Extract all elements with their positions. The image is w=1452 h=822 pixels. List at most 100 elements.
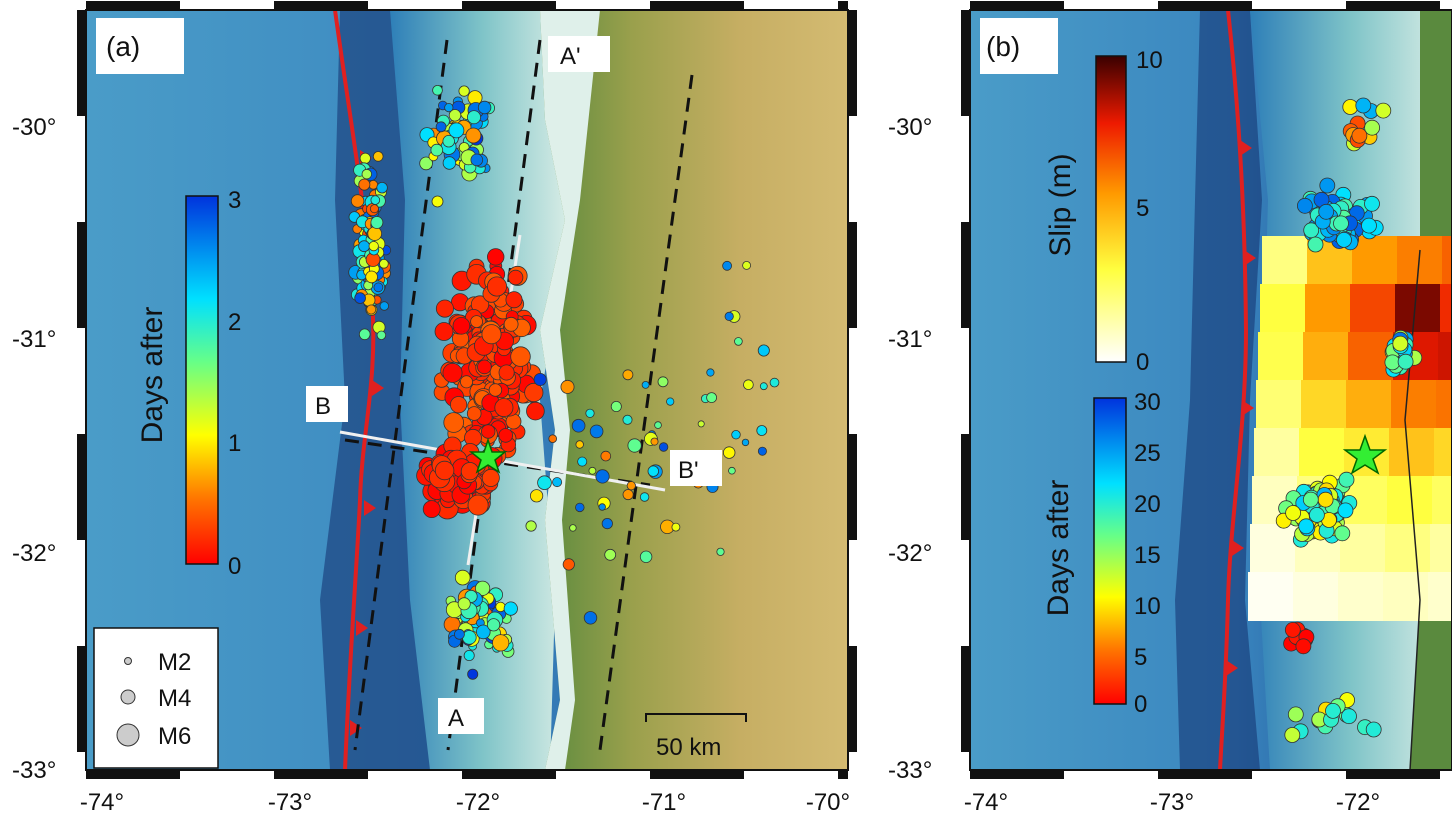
aftershock-marker — [466, 406, 482, 421]
aftershock-marker — [432, 85, 443, 96]
aftershock-marker — [448, 109, 462, 122]
aftershock-marker — [734, 337, 743, 346]
aftershock-marker — [585, 408, 595, 418]
y-tick-a: -33° — [12, 757, 56, 784]
slip-patch — [1350, 284, 1396, 333]
aftershock-marker — [481, 468, 500, 487]
aftershock-marker — [1284, 622, 1301, 638]
aftershock-marker — [1364, 195, 1380, 212]
aftershock-marker — [1364, 119, 1380, 136]
aftershock-marker — [1375, 102, 1392, 119]
slip-patch — [1438, 332, 1452, 381]
aftershock-marker — [494, 398, 514, 418]
aftershock-marker — [671, 522, 681, 532]
aftershock-marker — [467, 494, 489, 516]
aftershock-marker — [486, 276, 507, 297]
aftershock-marker — [503, 601, 518, 616]
aftershock-marker — [697, 420, 705, 428]
label-b-prime-box — [670, 450, 722, 486]
aftershock-marker — [610, 400, 622, 412]
coastline-b — [1404, 249, 1421, 770]
slip-patch — [1395, 284, 1441, 333]
panel-a-map — [86, 10, 848, 770]
y-tick-b: -30° — [888, 114, 932, 141]
land-area — [540, 10, 848, 770]
aftershock-marker — [1287, 706, 1304, 723]
x-tick-b: -74° — [964, 789, 1008, 816]
aftershock-marker — [525, 520, 537, 532]
aftershock-marker — [722, 260, 732, 271]
aftershock-marker — [488, 383, 503, 397]
scalebar-label: 50 km — [656, 734, 721, 761]
x-tick-a: -74° — [80, 789, 124, 816]
aftershock-marker — [442, 134, 455, 148]
aftershock-marker — [1318, 203, 1335, 220]
aftershock-marker — [1338, 471, 1355, 488]
slip-colorbar-title: Slip (m) — [1044, 153, 1077, 256]
aftershock-marker — [537, 475, 552, 491]
slip-patch — [1250, 524, 1296, 573]
profile-label-b: B — [315, 393, 331, 420]
days-colorbar-b-tick: 5 — [1134, 644, 1147, 671]
epicenter-star-icon — [468, 437, 508, 474]
aftershock-marker — [569, 524, 577, 532]
legend-m4-symbol — [120, 689, 136, 705]
y-tick-a: -32° — [12, 540, 56, 567]
aftershock-marker — [706, 368, 715, 377]
aftershock-marker — [370, 195, 381, 205]
aftershock-marker — [601, 517, 613, 530]
aftershock-marker — [422, 500, 441, 519]
aftershock-marker — [529, 489, 544, 503]
slip-patch — [1260, 284, 1306, 333]
aftershock-marker — [492, 634, 510, 652]
aftershock-marker — [1284, 727, 1301, 743]
panel-b-label-box — [980, 18, 1058, 74]
aftershock-marker — [1365, 721, 1382, 738]
x-tick-b: -72° — [1336, 789, 1380, 816]
scalebar — [645, 713, 747, 722]
aftershock-marker — [1337, 502, 1354, 519]
slip-patch — [1391, 380, 1437, 429]
slip-patch — [1303, 332, 1349, 381]
aftershock-marker — [627, 438, 642, 453]
panel-a-frame — [77, 1, 857, 779]
aftershock-marker — [706, 392, 717, 404]
slip-patch — [1397, 236, 1443, 285]
aftershock-marker — [453, 628, 465, 640]
aftershock-marker — [419, 156, 433, 171]
days-colorbar-a — [185, 195, 219, 565]
slip-patch — [1256, 380, 1302, 429]
aftershock-marker — [372, 151, 384, 162]
profile-label-a-prime: A' — [560, 43, 581, 70]
legend-m2-label: M2 — [158, 649, 191, 676]
slip-patch — [1434, 428, 1452, 477]
aftershock-marker — [458, 85, 470, 97]
trench-line — [333, 10, 376, 770]
aftershock-marker — [443, 412, 465, 433]
aftershock-marker — [434, 460, 455, 481]
legend-m4-label: M4 — [158, 685, 191, 712]
x-tick-a: -71° — [642, 789, 686, 816]
aftershock-marker — [498, 428, 514, 443]
magnitude-legend — [93, 627, 219, 769]
aftershock-marker — [589, 424, 604, 439]
slip-colorbar — [1095, 55, 1127, 363]
aftershock-marker — [552, 477, 563, 488]
aftershock-marker — [1319, 177, 1336, 194]
days-colorbar-b-tick: 15 — [1134, 542, 1161, 569]
aftershock-marker — [639, 550, 653, 564]
aftershock-marker — [431, 195, 444, 208]
aftershock-marker — [495, 601, 506, 613]
profile-label-a: A — [448, 705, 464, 732]
aftershock-marker — [548, 434, 557, 444]
aftershock-marker — [604, 548, 617, 561]
aftershock-marker — [716, 547, 725, 556]
aftershock-marker — [481, 424, 496, 439]
label-b-box — [306, 386, 348, 422]
slip-colorbar-tick: 0 — [1136, 349, 1149, 376]
aftershock-marker — [470, 315, 484, 329]
aftershock-marker — [367, 226, 383, 241]
aftershock-marker — [369, 204, 379, 214]
aftershock-marker — [666, 397, 675, 406]
aftershock-marker — [359, 152, 371, 164]
